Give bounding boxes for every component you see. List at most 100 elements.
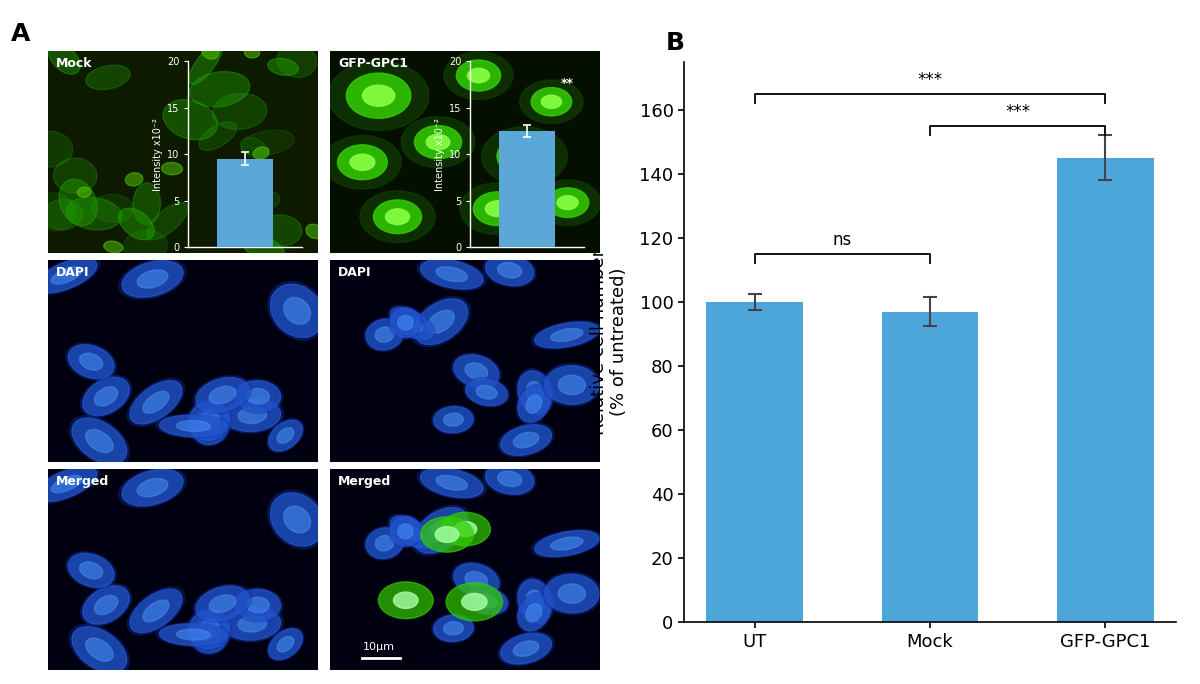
Ellipse shape — [378, 582, 433, 619]
Ellipse shape — [283, 506, 311, 533]
Ellipse shape — [85, 430, 113, 453]
Ellipse shape — [163, 100, 217, 140]
Ellipse shape — [190, 406, 230, 446]
Ellipse shape — [244, 235, 284, 263]
Ellipse shape — [551, 537, 583, 550]
Ellipse shape — [91, 194, 134, 222]
Ellipse shape — [468, 68, 490, 83]
Ellipse shape — [394, 592, 418, 609]
Ellipse shape — [83, 586, 130, 624]
Ellipse shape — [420, 468, 484, 498]
Ellipse shape — [440, 512, 491, 546]
Ellipse shape — [66, 343, 116, 380]
Ellipse shape — [34, 256, 100, 295]
Ellipse shape — [233, 379, 283, 413]
Ellipse shape — [34, 465, 100, 503]
Ellipse shape — [484, 462, 536, 496]
Ellipse shape — [66, 198, 122, 230]
Ellipse shape — [516, 592, 551, 633]
Ellipse shape — [451, 353, 502, 389]
Ellipse shape — [436, 527, 458, 542]
Ellipse shape — [418, 466, 486, 499]
Ellipse shape — [551, 328, 583, 341]
Ellipse shape — [122, 261, 184, 298]
Ellipse shape — [52, 475, 82, 492]
Ellipse shape — [390, 307, 433, 340]
Ellipse shape — [270, 492, 324, 547]
Ellipse shape — [143, 391, 169, 413]
Ellipse shape — [534, 180, 601, 225]
Ellipse shape — [558, 376, 586, 395]
Ellipse shape — [516, 384, 551, 424]
Ellipse shape — [124, 230, 168, 262]
Ellipse shape — [511, 147, 538, 166]
Ellipse shape — [162, 162, 182, 175]
Ellipse shape — [518, 386, 550, 422]
Ellipse shape — [486, 464, 534, 495]
Ellipse shape — [546, 188, 589, 218]
Ellipse shape — [187, 399, 232, 443]
Ellipse shape — [200, 417, 220, 436]
Ellipse shape — [268, 281, 326, 340]
Ellipse shape — [188, 609, 229, 649]
Ellipse shape — [80, 584, 132, 626]
Ellipse shape — [80, 376, 132, 417]
Ellipse shape — [193, 376, 252, 415]
Ellipse shape — [70, 624, 130, 675]
Ellipse shape — [68, 345, 114, 379]
Ellipse shape — [187, 607, 232, 651]
Ellipse shape — [414, 508, 468, 553]
Ellipse shape — [414, 126, 462, 159]
Ellipse shape — [270, 284, 324, 338]
Ellipse shape — [130, 380, 182, 424]
Ellipse shape — [199, 411, 220, 430]
Ellipse shape — [146, 202, 187, 240]
Ellipse shape — [414, 299, 468, 345]
Ellipse shape — [373, 200, 421, 234]
Ellipse shape — [277, 428, 294, 443]
Ellipse shape — [256, 191, 280, 209]
Ellipse shape — [518, 579, 552, 622]
Ellipse shape — [193, 584, 252, 623]
Ellipse shape — [456, 60, 500, 91]
Ellipse shape — [266, 419, 304, 453]
Ellipse shape — [514, 432, 539, 448]
Ellipse shape — [196, 586, 250, 621]
Text: **: ** — [560, 77, 574, 90]
Ellipse shape — [277, 44, 317, 77]
Ellipse shape — [500, 425, 552, 456]
Ellipse shape — [466, 379, 508, 406]
Ellipse shape — [516, 577, 553, 624]
Ellipse shape — [127, 587, 185, 635]
Ellipse shape — [432, 405, 475, 434]
Ellipse shape — [127, 378, 185, 426]
Ellipse shape — [119, 208, 155, 240]
Ellipse shape — [221, 397, 283, 433]
Ellipse shape — [199, 620, 220, 639]
Ellipse shape — [558, 584, 586, 603]
Ellipse shape — [224, 608, 281, 640]
Ellipse shape — [500, 633, 552, 664]
Ellipse shape — [224, 399, 281, 432]
Ellipse shape — [542, 573, 601, 615]
Ellipse shape — [454, 355, 499, 387]
Ellipse shape — [426, 134, 450, 150]
Ellipse shape — [247, 597, 269, 613]
Ellipse shape — [389, 306, 422, 339]
Ellipse shape — [520, 80, 583, 124]
Ellipse shape — [52, 267, 82, 284]
Text: GFP-GPC1: GFP-GPC1 — [338, 57, 408, 70]
Ellipse shape — [463, 586, 510, 616]
Ellipse shape — [545, 574, 599, 613]
Ellipse shape — [498, 263, 522, 278]
Ellipse shape — [498, 632, 554, 666]
Text: A: A — [11, 22, 30, 47]
Y-axis label: Intensity x10⁻²: Intensity x10⁻² — [434, 118, 445, 191]
Ellipse shape — [95, 386, 118, 406]
Ellipse shape — [542, 364, 601, 406]
Ellipse shape — [526, 603, 542, 622]
Ellipse shape — [518, 594, 550, 631]
Ellipse shape — [72, 418, 127, 464]
Ellipse shape — [192, 617, 229, 653]
Ellipse shape — [362, 85, 395, 106]
